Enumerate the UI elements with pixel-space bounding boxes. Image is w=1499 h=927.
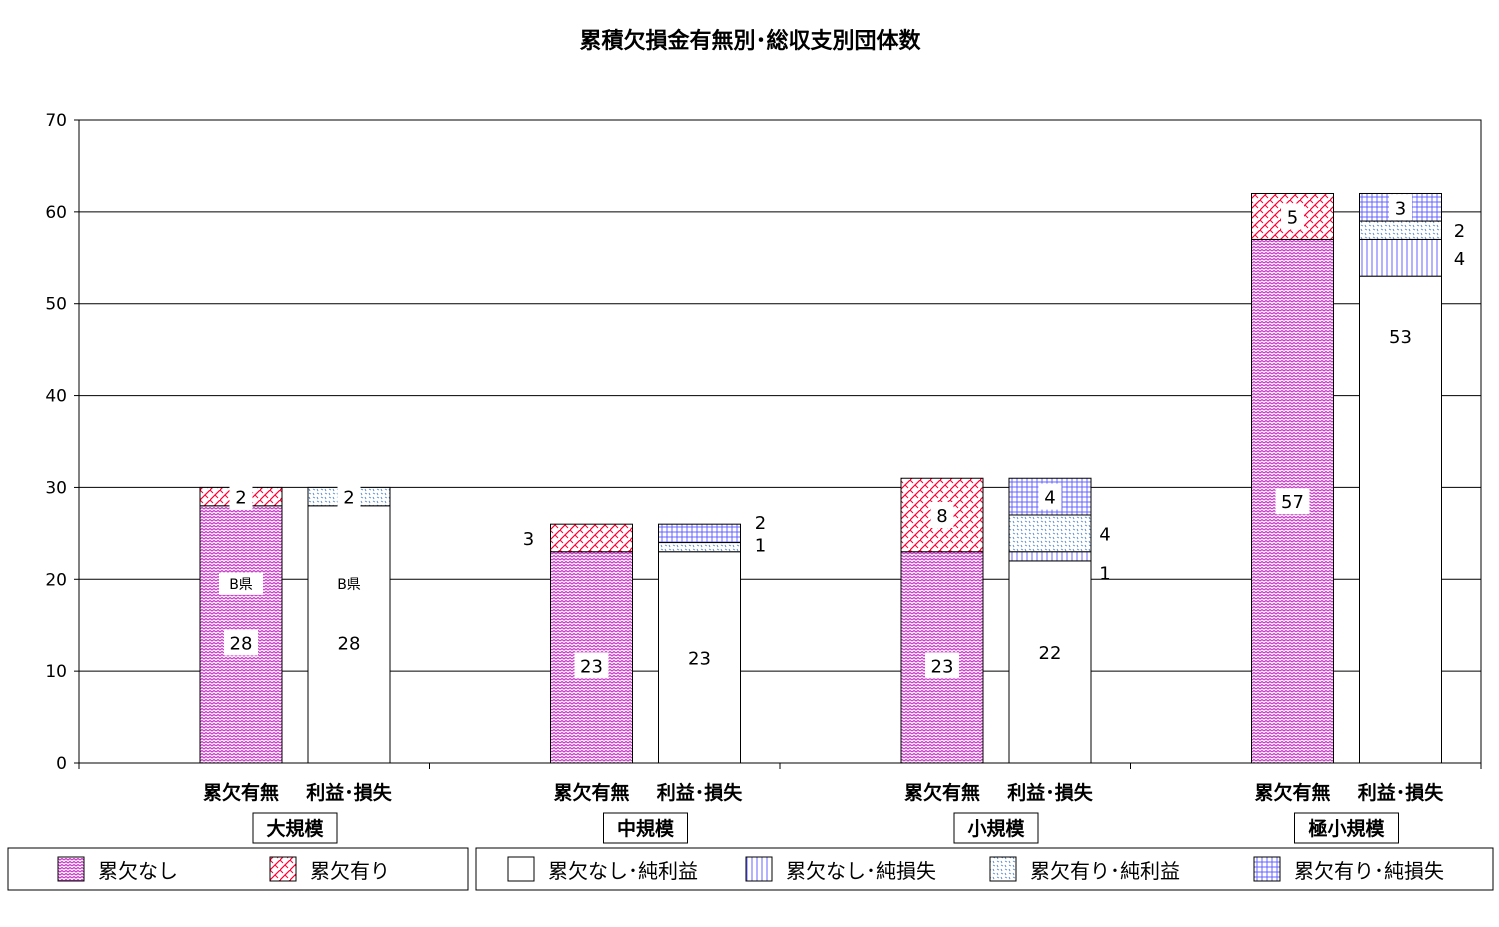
data-label-bg	[930, 501, 954, 528]
annotation-label: B県	[337, 577, 361, 593]
data-label-bg	[1275, 488, 1310, 515]
data-label-bg	[1281, 203, 1304, 230]
y-tick-label: 10	[45, 662, 67, 682]
group-label: 大規模	[266, 817, 324, 840]
legend-swatch	[745, 856, 773, 882]
data-label: 2	[755, 513, 766, 534]
legend-swatch	[269, 856, 297, 882]
legend-swatch	[1253, 856, 1281, 882]
y-tick-label: 60	[45, 203, 67, 223]
legend-swatch	[57, 856, 85, 882]
bar-segment	[1008, 560, 1092, 764]
bar-segment	[658, 542, 741, 553]
data-label-bg	[1038, 483, 1062, 510]
y-tick-label: 20	[45, 570, 67, 590]
legend-label: 累欠なし･純損失	[786, 859, 936, 883]
data-label: 4	[1454, 249, 1465, 270]
bar-category-label: 利益･損失	[1007, 781, 1094, 804]
group-label: 中規模	[617, 817, 675, 840]
legend-box-a	[7, 847, 469, 891]
annotation-label: B県	[229, 577, 253, 593]
bars-layer	[199, 192, 1442, 764]
data-label-bg	[229, 483, 253, 510]
group-label: 極小規模	[1308, 817, 1385, 840]
data-label-bg	[224, 629, 258, 656]
data-label: 2	[1454, 221, 1465, 242]
bar-segment	[1008, 551, 1092, 562]
bar-category-label: 利益･損失	[1358, 781, 1445, 804]
legend-label: 累欠有り･純損失	[1294, 859, 1444, 883]
data-label: 28	[338, 633, 361, 654]
y-tick-label: 70	[45, 111, 67, 131]
data-label-bg	[337, 483, 361, 510]
legend-label: 累欠なし･純利益	[548, 859, 698, 883]
data-label: 4	[1099, 524, 1110, 545]
data-label: 3	[1395, 198, 1406, 219]
legend-swatch	[507, 856, 535, 882]
legend-box-b	[475, 847, 1494, 891]
bar-category-label: 累欠有無	[553, 781, 629, 804]
data-label: 53	[1389, 327, 1412, 348]
legend-label: 累欠有り･純利益	[1030, 859, 1180, 883]
bar-segment	[1008, 514, 1092, 553]
group-label: 小規模	[967, 817, 1025, 840]
y-tick-label: 30	[45, 478, 67, 498]
data-label-bg	[574, 652, 609, 679]
bar-segment	[658, 523, 741, 544]
data-label: 2	[235, 488, 246, 509]
bar-segment	[550, 523, 633, 553]
legend-label: 累欠有り	[310, 859, 390, 883]
legend-swatch	[989, 856, 1017, 882]
data-label: 4	[1044, 488, 1055, 509]
legend-label: 累欠なし	[98, 859, 178, 883]
data-label: 23	[688, 648, 711, 669]
group-label-box	[603, 812, 688, 844]
y-tick-label: 50	[45, 295, 67, 315]
group-label-box	[1294, 812, 1399, 844]
bar-segment	[307, 505, 391, 764]
data-label: 3	[523, 529, 534, 550]
bar-segment	[658, 551, 741, 764]
bar-category-label: 累欠有無	[904, 781, 980, 804]
y-tick-label: 0	[56, 754, 67, 774]
bar-segment	[1359, 275, 1442, 764]
data-label: 23	[931, 656, 954, 677]
data-label: 57	[1281, 492, 1304, 513]
data-label: 5	[1287, 207, 1298, 228]
data-label-bg	[925, 652, 959, 679]
data-label: 23	[580, 656, 603, 677]
bar-segment	[1359, 238, 1442, 277]
data-label: 8	[936, 506, 947, 527]
group-label-box	[252, 812, 338, 844]
data-label: 1	[755, 536, 766, 557]
bar-category-label: 累欠有無	[1254, 781, 1330, 804]
legend: 累欠なし 累欠有り 累欠なし･純利益 累欠なし･純損失 累欠有り･純利益 累欠有り･純損失	[7, 847, 1494, 891]
data-label-bg	[1389, 194, 1412, 221]
bar-category-label: 累欠有無	[203, 781, 279, 804]
data-label: 28	[230, 633, 253, 654]
annotation-bg	[219, 572, 263, 595]
data-label: 2	[343, 488, 354, 509]
bar-category-label: 利益･損失	[306, 781, 393, 804]
chart-title: 累積欠損金有無別･総収支別団体数	[579, 28, 921, 54]
data-label: 1	[1099, 563, 1110, 584]
bar-category-label: 利益･損失	[657, 781, 744, 804]
group-label-box	[953, 812, 1039, 844]
data-label: 22	[1039, 643, 1062, 664]
y-tick-label: 40	[45, 387, 67, 407]
bar-segment	[1359, 220, 1442, 240]
